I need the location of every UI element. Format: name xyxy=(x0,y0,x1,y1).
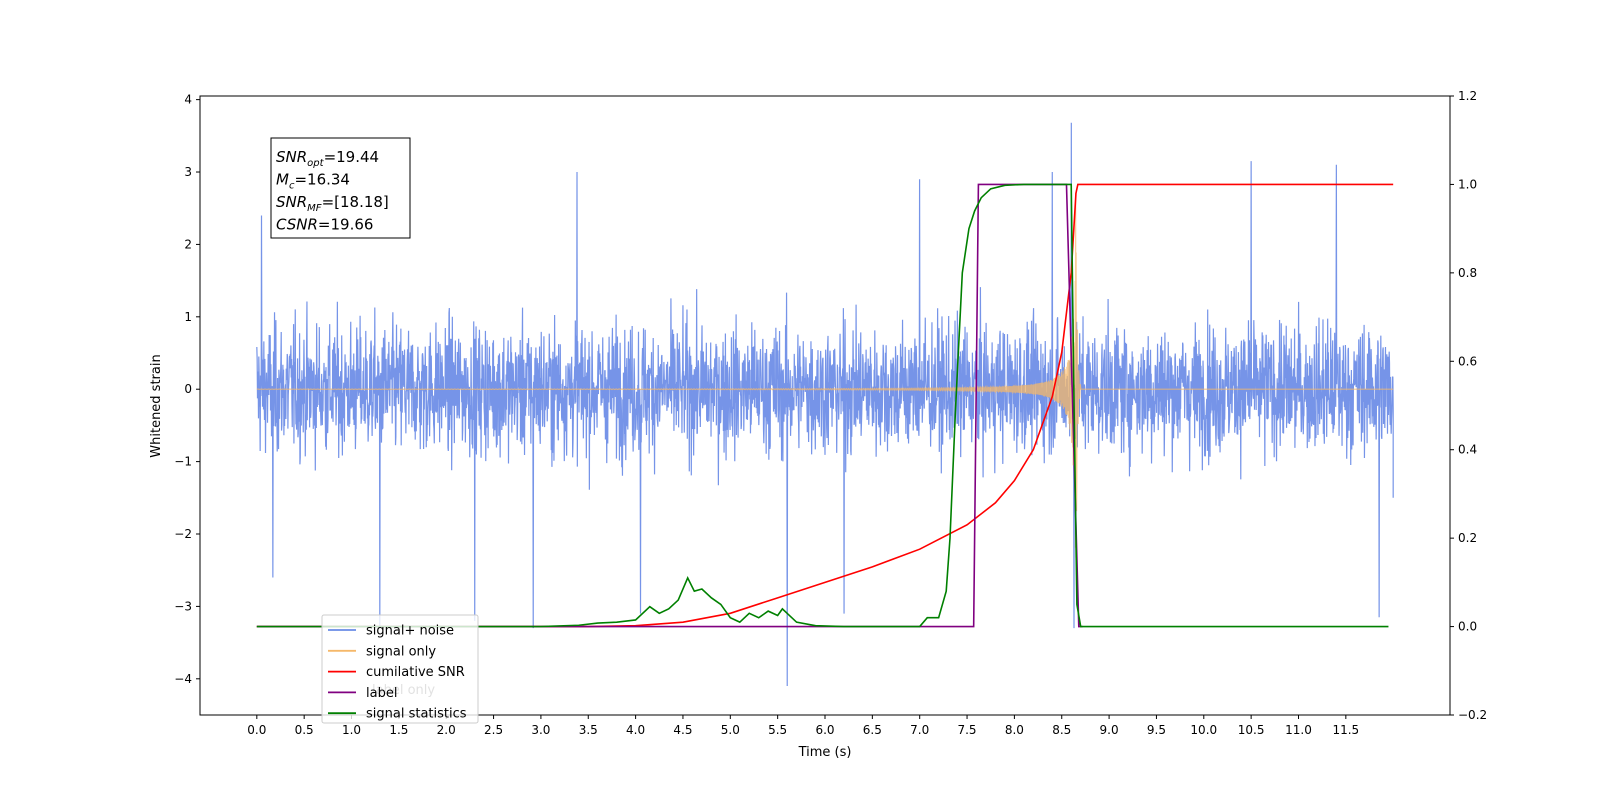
x-tick-label: 7.5 xyxy=(957,723,976,737)
y-tick-label: −2 xyxy=(174,527,192,541)
legend-label: label xyxy=(366,686,397,701)
legend-label: signal statistics xyxy=(366,707,467,722)
x-tick-label: 4.0 xyxy=(626,723,645,737)
y-tick-label: 0 xyxy=(184,382,192,396)
legend-ghost-label: label only xyxy=(372,683,435,698)
y-tick-label: 1 xyxy=(184,310,192,324)
y-tick-label: 4 xyxy=(184,93,192,107)
x-tick-label: 0.5 xyxy=(295,723,314,737)
y-tick-label: −3 xyxy=(174,599,192,613)
y2-tick-label: 1.2 xyxy=(1458,89,1477,103)
y-tick-label: 3 xyxy=(184,165,192,179)
x-tick-label: 11.0 xyxy=(1285,723,1312,737)
x-tick-label: 5.0 xyxy=(721,723,740,737)
legend-frame xyxy=(321,614,479,724)
x-axis: 0.0 0.5 1.0 1.5 2.0 2.5 3.0 3.5 4.0 4.5 5.0 5.5 6.0 6… xyxy=(247,715,1359,737)
y-tick-label: −4 xyxy=(174,672,192,686)
series-line-cumilative-snr xyxy=(256,183,1394,628)
x-axis-label: Time (s) xyxy=(798,745,852,760)
x-tick-label: 6.0 xyxy=(815,723,834,737)
x-tick-label: 8.5 xyxy=(1052,723,1071,737)
legend-label: cumilative SNR xyxy=(366,665,465,680)
x-tick-label: 9.5 xyxy=(1147,723,1166,737)
y2-tick-label: −0.2 xyxy=(1458,708,1487,722)
x-tick-label: 3.5 xyxy=(579,723,598,737)
series-line-signal-statistics xyxy=(256,183,1389,628)
stats-annotation-line: CSNR=19.66 xyxy=(276,216,373,234)
series-layer xyxy=(256,122,1394,687)
x-tick-label: 3.0 xyxy=(531,723,550,737)
y2-tick-label: 0.2 xyxy=(1458,531,1477,545)
x-tick-label: 11.5 xyxy=(1332,723,1359,737)
series-line-signal-plus-noise xyxy=(256,122,1394,687)
stats-annotation-line: SNRopt=19.44 xyxy=(276,148,379,169)
legend-label: signal+ noise xyxy=(366,624,454,639)
y-tick-label: 2 xyxy=(184,237,192,251)
x-tick-label: 5.5 xyxy=(768,723,787,737)
x-tick-label: 1.5 xyxy=(389,723,408,737)
x-tick-label: 6.5 xyxy=(863,723,882,737)
x-tick-label: 0.0 xyxy=(247,723,266,737)
x-tick-label: 10.5 xyxy=(1238,723,1265,737)
x-tick-label: 10.0 xyxy=(1190,723,1217,737)
x-tick-label: 4.5 xyxy=(673,723,692,737)
x-tick-label: 1.0 xyxy=(342,723,361,737)
y-axis-right: −0.2 0.0 0.2 0.4 0.6 0.8 1.0 1.2 xyxy=(1450,89,1487,722)
x-tick-label: 7.0 xyxy=(910,723,929,737)
y2-tick-label: 0.6 xyxy=(1458,354,1477,368)
x-tick-label: 2.0 xyxy=(437,723,456,737)
y-axis-left: −4 −3 −2 −1 0 1 2 3 4 xyxy=(174,93,200,686)
y-tick-label: −1 xyxy=(174,455,192,469)
legend-label: signal only xyxy=(366,644,436,659)
stats-annotation-line: Mc=16.34 xyxy=(276,171,350,192)
series-line-signal-only xyxy=(256,193,1394,558)
y-axis-label: Whitened strain xyxy=(149,354,164,457)
x-tick-label: 8.0 xyxy=(1005,723,1024,737)
stats-annotation-line: SNRMF=[18.18] xyxy=(276,193,389,214)
stats-annotation-frame xyxy=(270,137,411,239)
y2-tick-label: 0.0 xyxy=(1458,620,1477,634)
legend: label only signal+ noise signal only cumila… xyxy=(321,614,479,724)
y2-tick-label: 0.8 xyxy=(1458,266,1477,280)
x-tick-label: 2.5 xyxy=(484,723,503,737)
y2-tick-label: 1.0 xyxy=(1458,177,1477,191)
x-tick-label: 9.0 xyxy=(1100,723,1119,737)
y2-tick-label: 0.4 xyxy=(1458,443,1477,457)
